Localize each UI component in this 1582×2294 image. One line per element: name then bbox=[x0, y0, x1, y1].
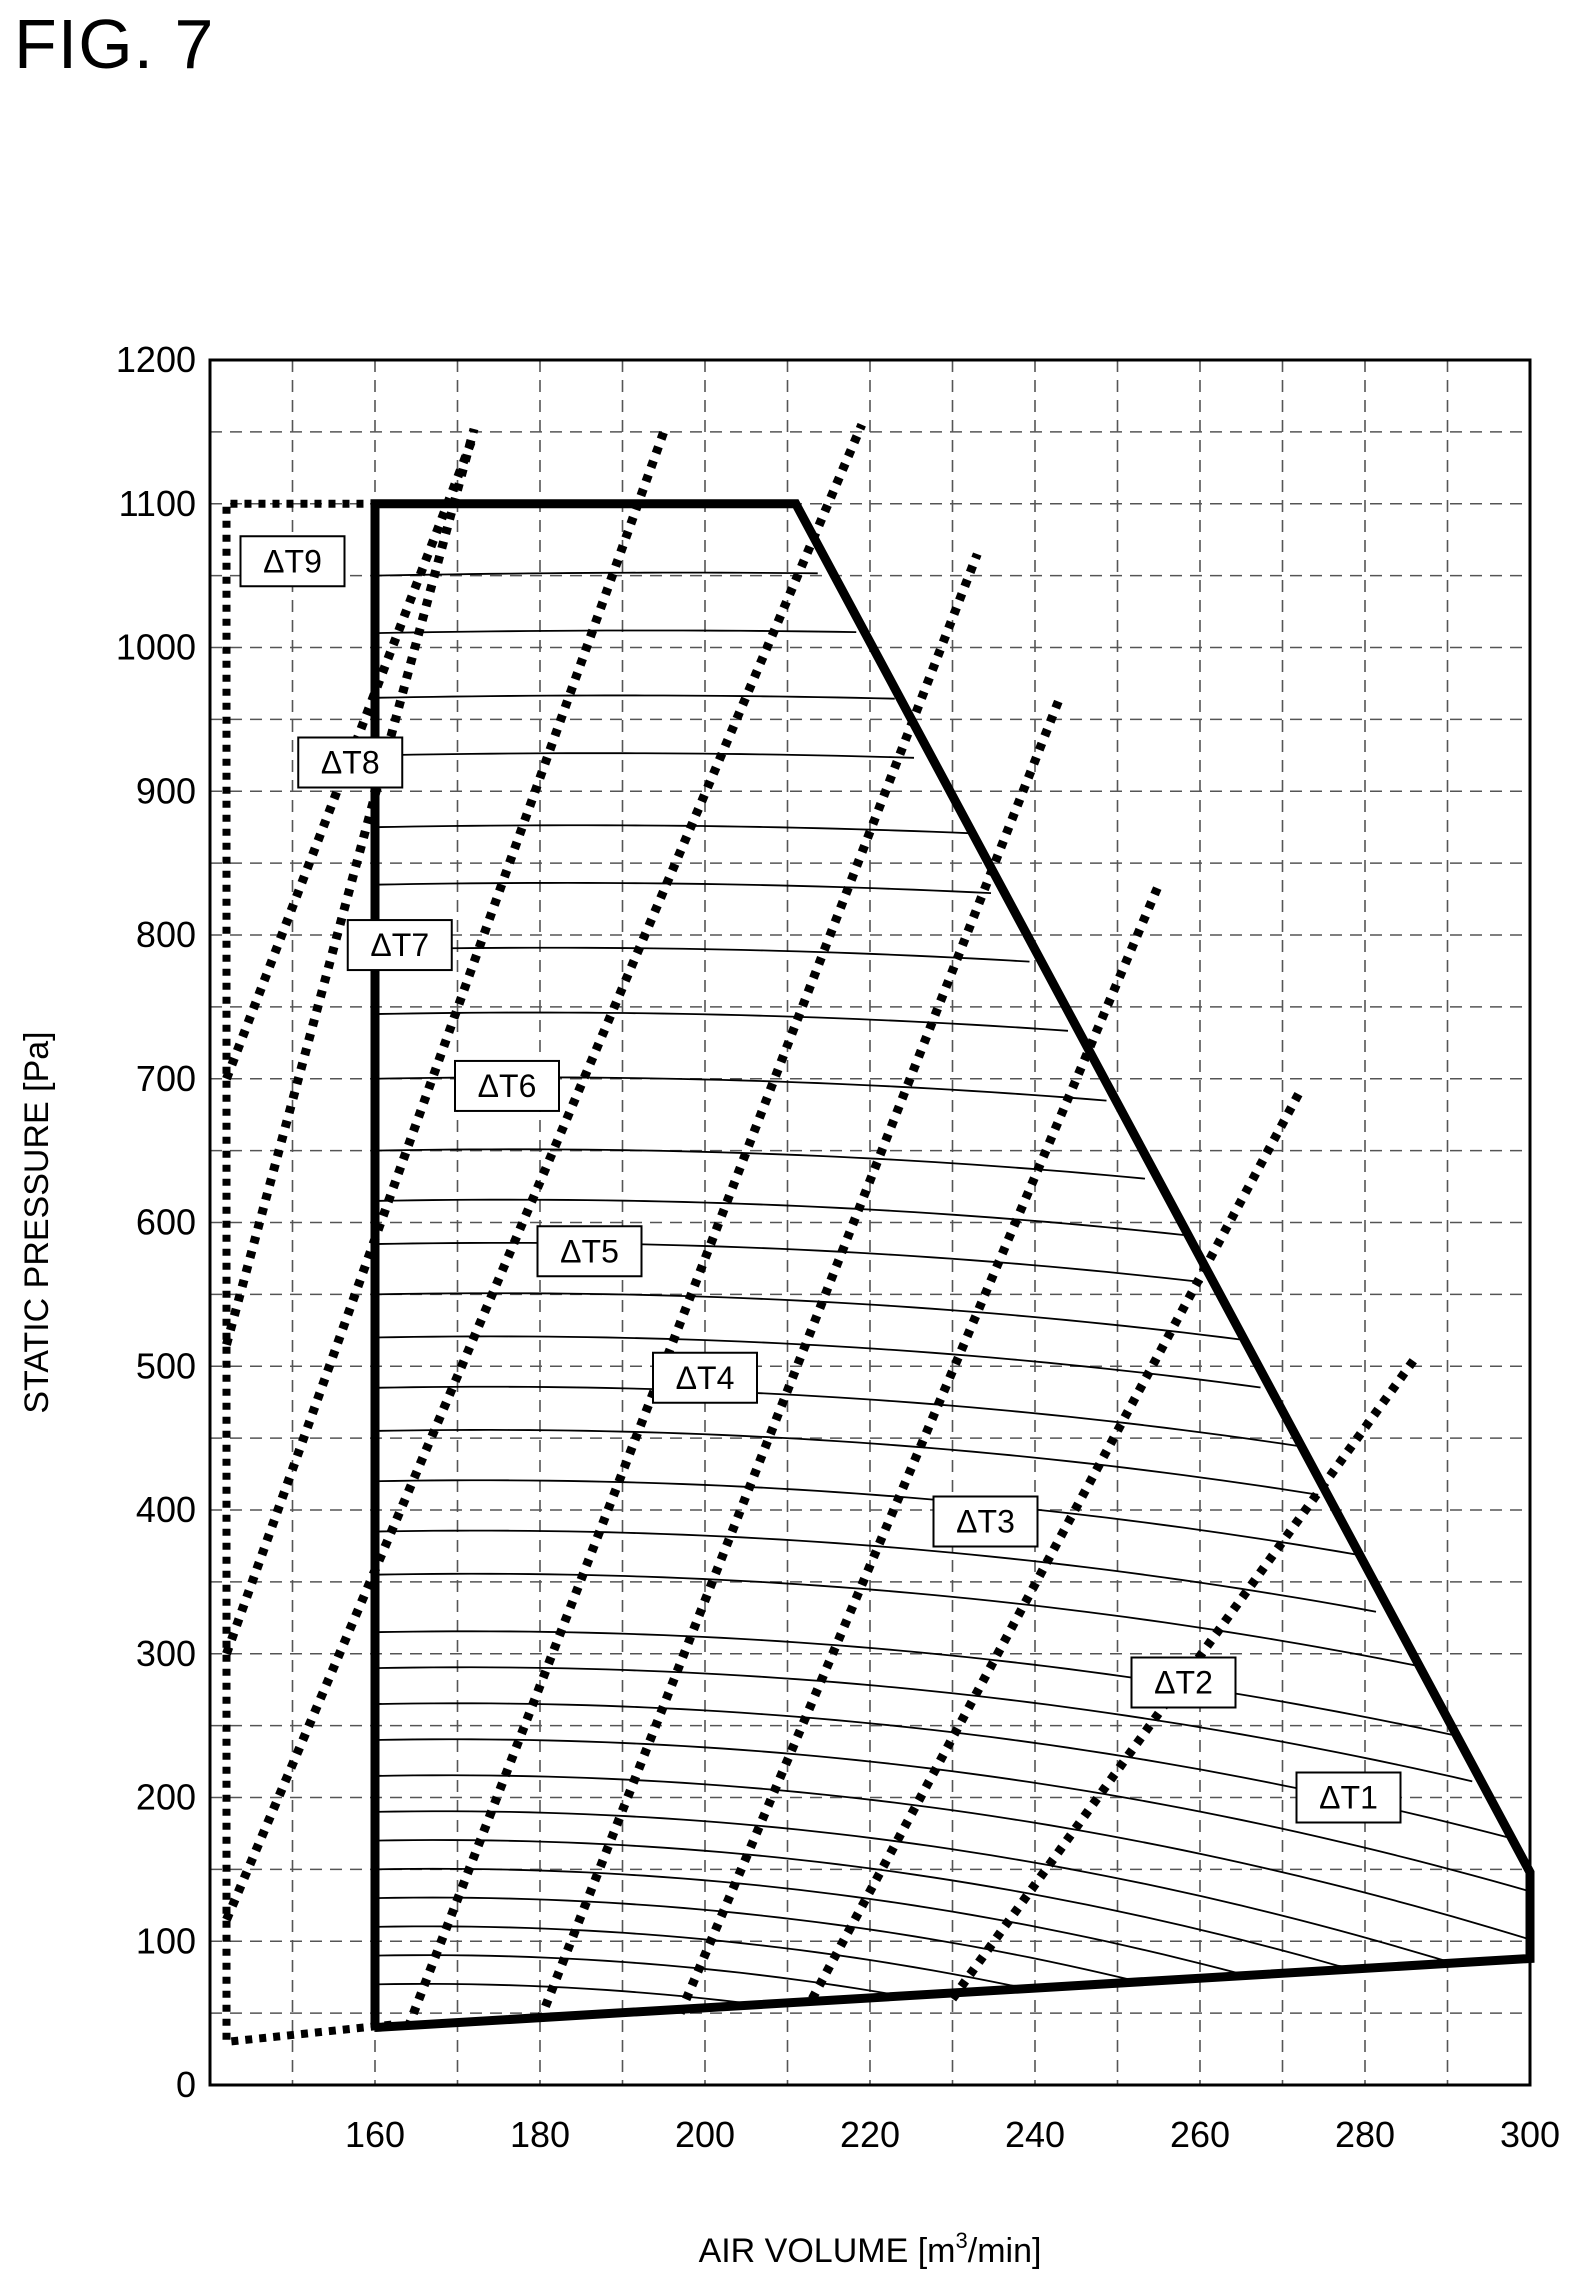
fan-curve bbox=[374, 1385, 1300, 1448]
temperature-label: ΔT4 bbox=[676, 1360, 735, 1396]
temperature-label: ΔT2 bbox=[1154, 1665, 1213, 1701]
x-tick-label: 260 bbox=[1170, 2114, 1230, 2155]
grid bbox=[210, 360, 1530, 2085]
fan-curve bbox=[374, 1479, 1357, 1556]
fan-curve bbox=[374, 752, 915, 759]
temperature-label-box bbox=[652, 1351, 758, 1404]
temperature-label-box bbox=[1130, 1656, 1237, 1709]
y-tick-label: 1100 bbox=[119, 483, 196, 524]
fan-curve bbox=[374, 1867, 1261, 1976]
fan-curve bbox=[374, 1011, 1069, 1032]
temperature-line bbox=[676, 882, 1163, 2015]
y-tick-label: 1200 bbox=[116, 339, 196, 380]
y-tick-label: 800 bbox=[136, 914, 196, 955]
y-tick-label: 200 bbox=[136, 1777, 196, 1818]
fan-curve bbox=[374, 694, 895, 700]
fan-curve bbox=[374, 824, 972, 835]
fan-curve bbox=[374, 1292, 1242, 1341]
x-axis-label: AIR VOLUME [m3/min] bbox=[699, 2228, 1042, 2270]
temperature-label: ΔT1 bbox=[1319, 1780, 1378, 1816]
figure-label: FIG. 7 bbox=[14, 5, 215, 83]
y-tick-label: 100 bbox=[136, 1920, 196, 1961]
fan-curve bbox=[374, 1810, 1454, 1964]
temperature-label: ΔT8 bbox=[321, 745, 380, 781]
fan-curve bbox=[374, 1896, 1146, 1983]
fan-curve bbox=[374, 946, 1030, 963]
x-tick-label: 280 bbox=[1335, 2114, 1395, 2155]
temperature-line bbox=[403, 552, 982, 2030]
temperature-label: ΔT3 bbox=[956, 1504, 1015, 1540]
fan-curve bbox=[374, 571, 818, 577]
fan-curve bbox=[374, 1630, 1454, 1736]
x-tick-label: 200 bbox=[675, 2114, 735, 2155]
x-tick-labels: 160 180 200 220 240 260 280 300 bbox=[345, 2114, 1560, 2155]
plot-frame bbox=[208, 358, 1532, 2087]
fan-curve bbox=[374, 1954, 915, 1997]
fan-curve bbox=[374, 1839, 1357, 1970]
temperature-label: ΔT7 bbox=[370, 927, 429, 963]
temperature-label-box bbox=[454, 1059, 560, 1112]
temperature-line bbox=[535, 696, 1064, 2022]
y-axis-label: STATIC PRESSURE [Pa] bbox=[18, 1031, 56, 1413]
temperature-label-box bbox=[932, 1495, 1039, 1548]
x-axis-label-unit: /min] bbox=[968, 2232, 1042, 2270]
fan-curve bbox=[374, 1148, 1146, 1180]
temperature-label-box bbox=[297, 736, 404, 789]
temperature-label-box bbox=[1295, 1771, 1402, 1824]
fan-curve bbox=[374, 1198, 1184, 1236]
fan-curve bbox=[374, 1241, 1203, 1284]
temperature-lines bbox=[222, 422, 1419, 2030]
temperature-label-box bbox=[346, 919, 453, 972]
y-tick-label: 600 bbox=[136, 1202, 196, 1243]
temperature-label: ΔT6 bbox=[478, 1068, 537, 1104]
fan-curve bbox=[374, 1529, 1377, 1613]
fan-curve bbox=[374, 629, 857, 635]
temperature-label: ΔT5 bbox=[560, 1233, 619, 1269]
y-tick-label: 900 bbox=[136, 770, 196, 811]
fan-curve bbox=[374, 1983, 761, 2006]
temperature-line bbox=[222, 433, 479, 1081]
fan-curve bbox=[374, 1572, 1415, 1667]
fan-curve bbox=[374, 1429, 1319, 1496]
x-tick-label: 220 bbox=[840, 2114, 900, 2155]
x-tick-label: 240 bbox=[1005, 2114, 1065, 2155]
y-tick-label: 300 bbox=[136, 1633, 196, 1674]
fan-curve bbox=[374, 882, 992, 895]
x-tick-label: 300 bbox=[1500, 2114, 1560, 2155]
fan-curve bbox=[374, 1335, 1261, 1389]
y-tick-label: 400 bbox=[136, 1489, 196, 1530]
fan-curve bbox=[374, 1925, 1030, 1990]
temperature-label-box bbox=[536, 1225, 643, 1278]
y-tick-label: 700 bbox=[136, 1058, 196, 1099]
y-tick-label: 0 bbox=[176, 2064, 196, 2105]
y-tick-label: 1000 bbox=[116, 627, 196, 668]
x-tick-label: 160 bbox=[345, 2114, 405, 2155]
temperature-label-box bbox=[239, 535, 346, 588]
fan-curve bbox=[374, 1666, 1473, 1783]
outer-boundary bbox=[222, 499, 392, 2047]
temperature-label: ΔT9 bbox=[263, 543, 322, 579]
temperature-line bbox=[808, 1090, 1303, 2001]
fan-curve bbox=[374, 1774, 1531, 1941]
x-tick-label: 180 bbox=[510, 2114, 570, 2155]
fan-curve bbox=[374, 1738, 1531, 1893]
x-axis-label-main: AIR VOLUME [m bbox=[699, 2232, 956, 2270]
temperature-line bbox=[222, 422, 866, 1922]
y-tick-labels: 0 100 200 300 400 500 600 700 800 900 1000 1100 1200 bbox=[116, 339, 196, 2105]
y-tick-label: 500 bbox=[136, 1345, 196, 1386]
temperature-line bbox=[222, 430, 668, 1656]
x-axis-label-superscript: 3 bbox=[956, 2228, 968, 2253]
temperature-labels: ΔT1 ΔT2 ΔT3 ΔT4 ΔT5 ΔT6 ΔT7 ΔT8 ΔT9 bbox=[239, 535, 1402, 1824]
